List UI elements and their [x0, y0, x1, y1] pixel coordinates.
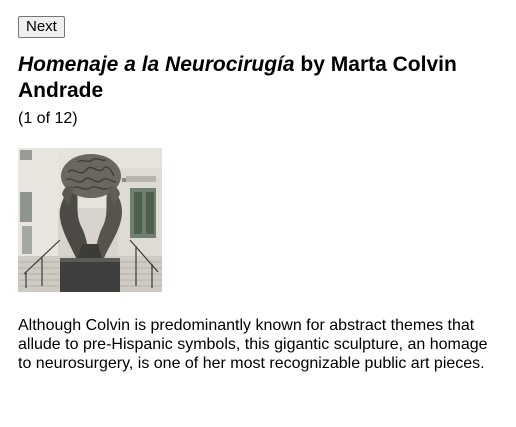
artwork-heading: Homenaje a la Neurocirugía by Marta Colv…: [18, 52, 504, 104]
artwork-photo: [18, 148, 162, 292]
artwork-byline: by Marta Colvin Andrade: [18, 53, 457, 102]
slide-counter: (1 of 12): [18, 110, 78, 127]
next-button[interactable]: Next: [18, 16, 65, 38]
artwork-title: Homenaje a la Neurocirugía: [18, 53, 295, 76]
slideshow-panel: Next Homenaje a la Neurocirugía by Marta…: [18, 16, 504, 373]
artwork-description: Although Colvin is predominantly known f…: [18, 317, 488, 372]
